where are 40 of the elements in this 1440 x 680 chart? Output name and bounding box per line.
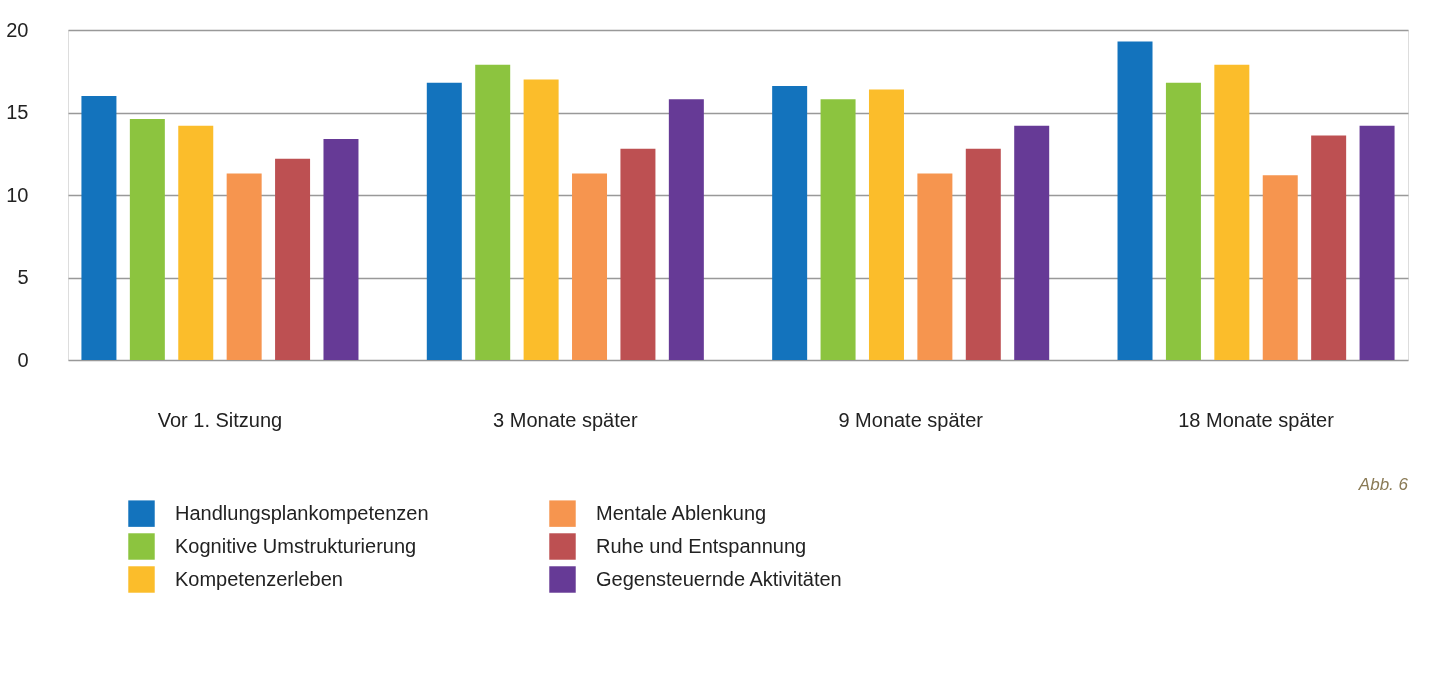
bar: [1117, 41, 1153, 360]
bar: [1214, 64, 1250, 360]
bar: [475, 64, 511, 360]
y-tick-label: 0: [17, 348, 29, 371]
bar: [868, 89, 904, 360]
bar: [668, 99, 704, 360]
bar: [81, 96, 117, 360]
bar: [772, 86, 808, 360]
legend-label: Ruhe und Entspannung: [596, 534, 807, 557]
bar: [620, 148, 656, 360]
bar: [226, 173, 262, 360]
y-tick-label: 10: [6, 183, 29, 206]
legend-label: Handlungsplankompetenzen: [175, 501, 429, 524]
bar: [178, 125, 214, 360]
y-tick-label: 15: [6, 101, 29, 123]
bar: [917, 173, 953, 360]
bar: [1014, 125, 1050, 360]
x-tick-label: 18 Monate später: [1178, 408, 1335, 431]
y-tick-label: 5: [17, 266, 29, 288]
bar: [1359, 125, 1395, 360]
bar: [323, 138, 359, 360]
legend-label: Kognitive Umstrukturierung: [175, 534, 417, 557]
bar: [965, 148, 1001, 360]
x-tick-label: 9 Monate später: [838, 408, 984, 431]
bar: [1165, 82, 1201, 360]
bar: [426, 82, 462, 360]
bar: [523, 79, 559, 360]
bar: [275, 158, 311, 360]
x-tick-label: Vor 1. Sitzung: [157, 408, 283, 431]
bar: [1262, 175, 1298, 360]
bar: [820, 99, 856, 360]
legend-label: Gegensteuernde Aktivitäten: [596, 567, 842, 590]
legend-label: Kompetenzerleben: [175, 567, 343, 590]
bar: [1311, 135, 1347, 360]
bar: [129, 119, 165, 360]
y-tick-label: 20: [6, 18, 29, 41]
legend-label: Mentale Ablenkung: [596, 501, 767, 524]
x-tick-label: 3 Monate später: [493, 408, 638, 431]
bar: [572, 173, 608, 360]
caption: Abb. 6: [1357, 475, 1409, 494]
